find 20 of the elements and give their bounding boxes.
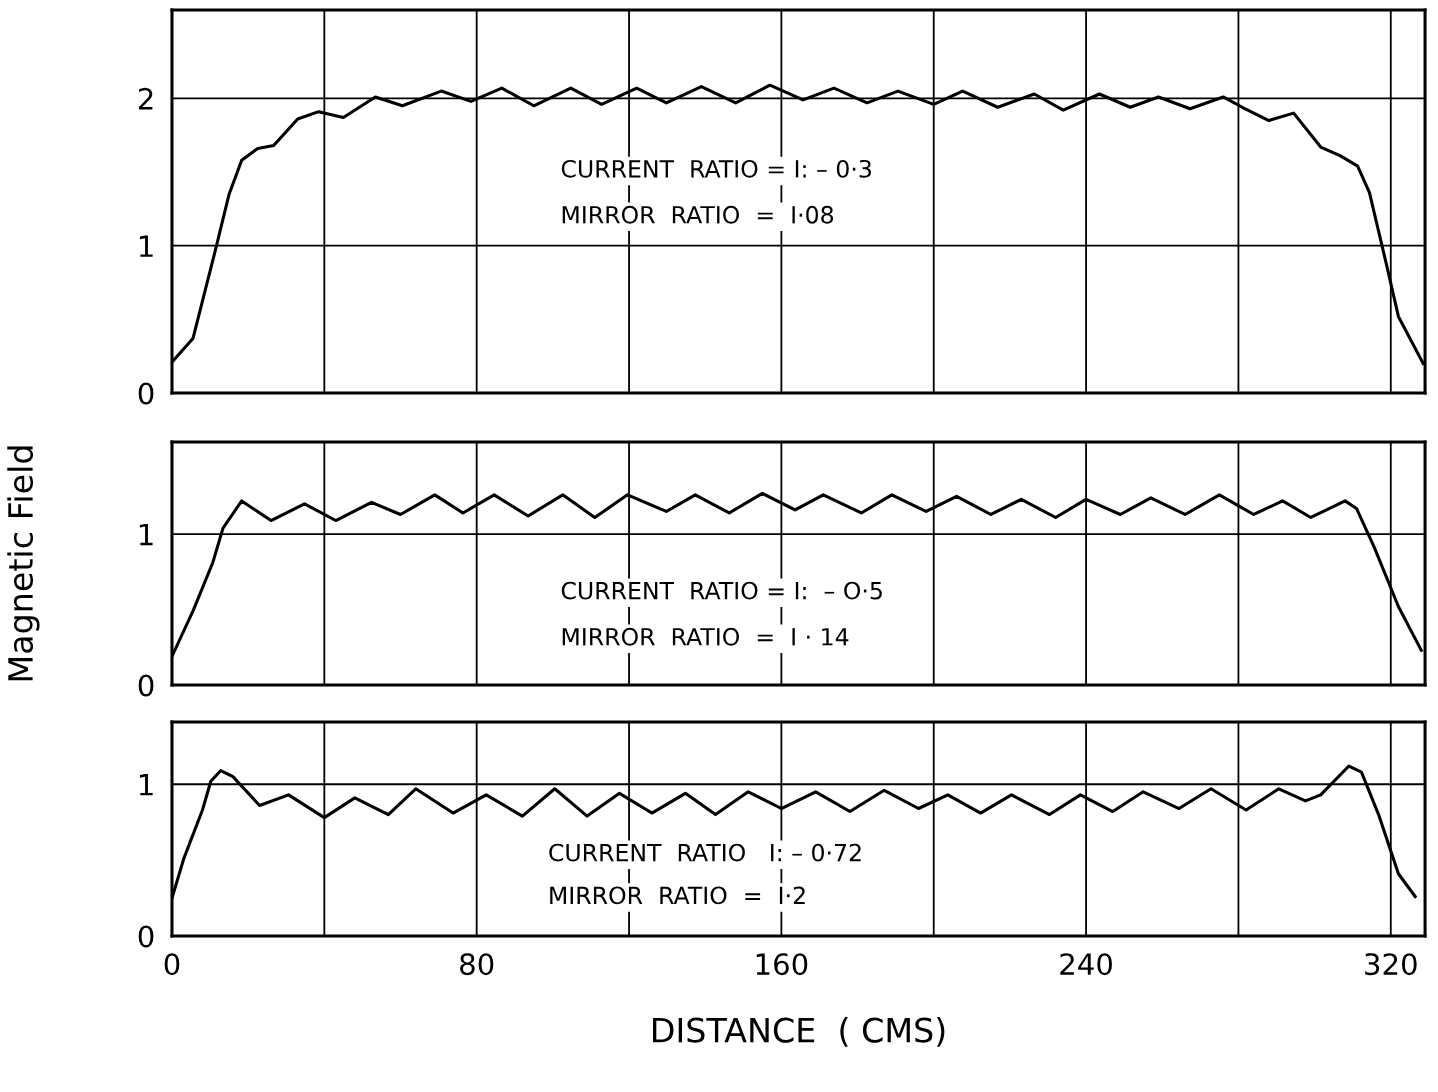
y-axis-title: Magnetic Field bbox=[7, 446, 40, 681]
x-axis-title: DISTANCE ( CMS) bbox=[653, 1017, 945, 1047]
y-tick-label: 2 bbox=[138, 87, 153, 110]
x-tick-label: 160 bbox=[756, 953, 808, 976]
x-tick-label: 240 bbox=[1060, 953, 1112, 976]
annotation: CURRENT RATIO I: – 0·72 bbox=[549, 843, 861, 862]
x-tick-label: 80 bbox=[460, 953, 494, 976]
annotation: MIRROR RATIO = I·2 bbox=[550, 886, 805, 905]
x-tick-label: 0 bbox=[164, 953, 180, 976]
y-tick-label: 0 bbox=[138, 382, 154, 405]
annotation: MIRROR RATIO = I·08 bbox=[562, 205, 834, 224]
y-tick-label: 1 bbox=[139, 774, 153, 796]
y-tick-label: 1 bbox=[139, 523, 153, 546]
annotation: MIRROR RATIO = I · 14 bbox=[562, 627, 849, 646]
x-tick-label: 320 bbox=[1365, 953, 1417, 976]
annotation: CURRENT RATIO = I: – 0·3 bbox=[561, 159, 871, 178]
y-tick-label: 0 bbox=[138, 925, 154, 948]
annotation: CURRENT RATIO = I: – O·5 bbox=[561, 581, 882, 600]
y-tick-label: 0 bbox=[138, 674, 154, 697]
y-tick-label: 1 bbox=[139, 235, 153, 257]
